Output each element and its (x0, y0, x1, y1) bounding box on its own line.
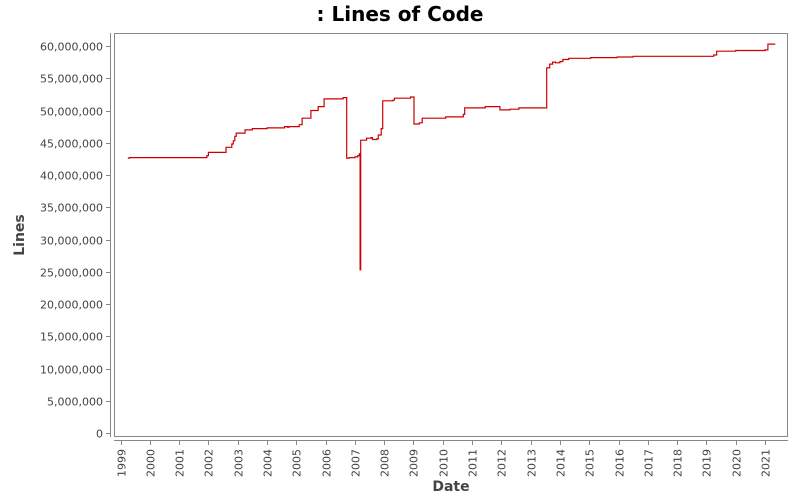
x-tick-label: 1999 (116, 449, 129, 477)
x-tick-label: 2014 (555, 449, 568, 477)
x-tick-label: 2007 (350, 449, 363, 477)
y-tick-label: 5,000,000 (47, 396, 103, 409)
y-tick-label: 0 (96, 428, 103, 441)
y-tick-label: 25,000,000 (40, 267, 103, 280)
y-axis-label: Lines (12, 214, 28, 256)
x-tick-label: 2020 (731, 449, 744, 477)
y-tick-label: 60,000,000 (40, 41, 103, 54)
y-tick-label: 40,000,000 (40, 170, 103, 183)
x-tick-label: 2021 (760, 449, 773, 477)
y-tick-label: 20,000,000 (40, 299, 103, 312)
x-tick-label: 2011 (467, 449, 480, 477)
x-axis-ticks: 1999 2000 2001 2002 2003 2004 2005 2006 2007 2008… (116, 441, 773, 477)
x-axis-label: Date (432, 479, 469, 495)
x-tick-label: 2016 (614, 449, 627, 477)
x-tick-label: 2004 (262, 449, 275, 477)
x-tick-label: 2012 (496, 449, 509, 477)
y-tick-label: 15,000,000 (40, 331, 103, 344)
lines-of-code-series (127, 43, 776, 271)
x-tick-label: 2015 (584, 449, 597, 477)
y-tick-label: 35,000,000 (40, 202, 103, 215)
x-tick-label: 2010 (438, 449, 451, 477)
chart-title: : Lines of Code (316, 2, 484, 26)
y-tick-label: 55,000,000 (40, 73, 103, 86)
x-tick-label: 2013 (526, 449, 539, 477)
x-tick-label: 2001 (174, 449, 187, 477)
y-axis-ticks: 0 5,000,000 10,000,000 15,000,000 20,000,000… (40, 41, 110, 441)
x-tick-label: 2017 (643, 449, 656, 477)
x-tick-label: 2002 (203, 449, 216, 477)
x-tick-label: 2008 (379, 449, 392, 477)
y-tick-label: 30,000,000 (40, 235, 103, 248)
y-tick-label: 45,000,000 (40, 138, 103, 151)
plot-frame (114, 33, 788, 437)
x-tick-label: 2003 (233, 449, 246, 477)
x-tick-label: 2005 (291, 449, 304, 477)
y-tick-label: 10,000,000 (40, 364, 103, 377)
x-tick-label: 2019 (701, 449, 714, 477)
y-tick-label: 50,000,000 (40, 106, 103, 119)
x-tick-label: 2018 (672, 449, 685, 477)
x-tick-label: 2006 (321, 449, 334, 477)
x-tick-label: 2009 (408, 449, 421, 477)
x-tick-label: 2000 (145, 449, 158, 477)
